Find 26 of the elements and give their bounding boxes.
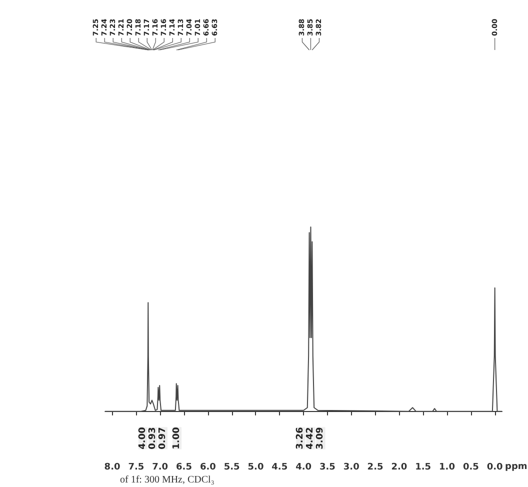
annotation: 0.97	[158, 427, 168, 450]
x-tick-label: 4.0	[296, 462, 312, 472]
x-tick-label: 7.0	[152, 462, 168, 472]
annotation: 0.93	[148, 427, 158, 450]
x-axis-title: ppm	[505, 462, 528, 472]
x-tick-label: 6.0	[200, 462, 216, 472]
x-tick-label: 4.5	[272, 462, 288, 472]
x-tick-label: 0.5	[462, 462, 479, 472]
x-tick-label: 5.0	[248, 462, 264, 472]
x-tick-label: 3.0	[343, 462, 360, 472]
x-tick-label: 0.0	[486, 462, 503, 472]
x-tick-label: 6.5	[176, 462, 192, 472]
x-tick-label: 5.5	[224, 462, 240, 472]
x-tick-label: 1.0	[439, 462, 455, 472]
annotation: 4.42	[306, 427, 316, 450]
x-tick-label: 7.5	[128, 462, 144, 472]
x-tick-label: 1.5	[415, 462, 432, 472]
annotation: 1.00	[172, 427, 182, 450]
annotation: 3.26	[296, 427, 306, 450]
annotation: 3.09	[316, 427, 326, 450]
text: of 1f: 300 MHz, CDCl₃	[120, 474, 214, 486]
x-tick-label: 3.5	[319, 462, 336, 472]
x-tick-label: 2.5	[367, 462, 384, 472]
annotation: 4.00	[138, 427, 148, 450]
x-tick-label: 8.0	[104, 462, 120, 472]
x-tick-label: 2.0	[391, 462, 408, 472]
